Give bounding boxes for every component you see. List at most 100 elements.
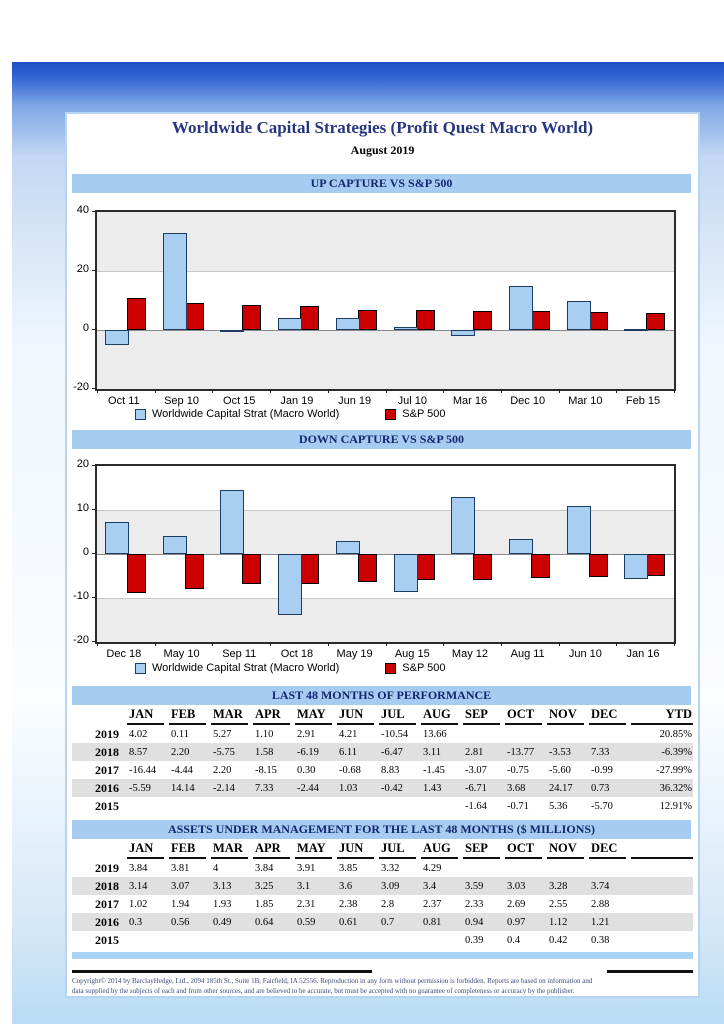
bar-sp500 bbox=[473, 310, 493, 330]
gridline bbox=[97, 271, 674, 272]
x-axis-tick bbox=[500, 389, 502, 393]
value-cell: 0.39 bbox=[465, 934, 484, 946]
value-cell: 3.32 bbox=[381, 862, 400, 874]
bar-sp500 bbox=[184, 302, 204, 330]
x-category-label: May 10 bbox=[163, 648, 200, 660]
value-cell: 0.73 bbox=[591, 782, 610, 794]
x-axis-tick bbox=[616, 642, 618, 646]
column-header: JAN bbox=[127, 841, 164, 859]
value-cell: -2.14 bbox=[213, 782, 235, 794]
x-axis-tick bbox=[674, 389, 675, 393]
column-header: MAY bbox=[295, 707, 332, 725]
value-cell: 2.55 bbox=[549, 898, 568, 910]
value-cell: -4.44 bbox=[171, 764, 193, 776]
copyright-line-1: Copyright© 2014 by BarclayHedge, Ltd., 2… bbox=[72, 977, 593, 985]
y-axis-tick bbox=[92, 211, 97, 212]
x-axis-tick bbox=[154, 642, 156, 646]
x-axis-tick bbox=[558, 642, 560, 646]
x-axis-tick bbox=[97, 642, 98, 646]
value-cell: 24.17 bbox=[549, 782, 573, 794]
table-row: 2019 3.84 3.81 4 3.84 3.91 3.85 3.32 4.29 bbox=[72, 859, 693, 877]
value-cell: 5.27 bbox=[213, 728, 232, 740]
plot-band bbox=[97, 330, 674, 389]
copyright-line-2: data supplied by the subjects of each an… bbox=[72, 987, 575, 995]
x-category-label: Mar 10 bbox=[568, 395, 603, 407]
y-axis-tick-label: 20 bbox=[76, 263, 89, 275]
bar-sp500 bbox=[357, 554, 377, 583]
section-banner-performance: LAST 48 MONTHS OF PERFORMANCE bbox=[72, 686, 691, 705]
y-axis-tick-label: 20 bbox=[76, 458, 89, 470]
value-cell: 14.14 bbox=[171, 782, 195, 794]
x-category-label: Aug 15 bbox=[394, 648, 430, 660]
value-cell: 2.81 bbox=[465, 746, 484, 758]
table-row: 2015 0.39 0.4 0.42 0.38 bbox=[72, 931, 693, 949]
value-cell: 2.37 bbox=[423, 898, 442, 910]
year-label: 2017 bbox=[95, 896, 119, 911]
value-cell: 2.38 bbox=[339, 898, 358, 910]
bar-fund bbox=[335, 317, 360, 330]
year-label: 2015 bbox=[95, 798, 119, 813]
bar-sp500 bbox=[530, 554, 550, 578]
x-category-label: Oct 11 bbox=[108, 395, 140, 407]
value-cell: 1.58 bbox=[255, 746, 274, 758]
up-capture-chart: 40 20 0 -20 Oct 11 Sep 10 Oct 15 Jan 19 Jun 19 Ju… bbox=[67, 204, 702, 410]
bar-sp500 bbox=[184, 554, 204, 590]
column-header: MAY bbox=[295, 841, 332, 859]
legend-label-sp500: S&P 500 bbox=[402, 408, 446, 420]
gridline bbox=[97, 598, 674, 599]
x-category-label: Jul 10 bbox=[397, 395, 427, 407]
x-axis-tick bbox=[212, 389, 214, 393]
column-header: DEC bbox=[589, 707, 626, 725]
x-category-label: Sep 10 bbox=[164, 395, 199, 407]
bar-sp500 bbox=[646, 313, 666, 330]
red-swatch-icon bbox=[385, 408, 397, 420]
value-cell: 0.59 bbox=[297, 916, 316, 928]
bar-fund bbox=[624, 554, 649, 579]
value-cell: -5.59 bbox=[129, 782, 151, 794]
y-axis-tick-label: -20 bbox=[73, 381, 89, 393]
bar-sp500 bbox=[357, 309, 377, 330]
bar-sp500 bbox=[300, 554, 320, 585]
value-cell: 2.69 bbox=[507, 898, 526, 910]
value-cell: 3.59 bbox=[465, 880, 484, 892]
value-cell: 3.74 bbox=[591, 880, 610, 892]
x-category-label: Sep 11 bbox=[222, 648, 257, 660]
value-cell: -0.75 bbox=[507, 764, 529, 776]
value-cell: 0.4 bbox=[507, 934, 521, 946]
x-axis-tick bbox=[270, 642, 272, 646]
y-axis-tick-label: -20 bbox=[73, 634, 89, 646]
value-cell: 3.84 bbox=[255, 862, 274, 874]
column-header: AUG bbox=[421, 707, 458, 725]
value-cell: 3.85 bbox=[339, 862, 358, 874]
value-cell: 3.09 bbox=[381, 880, 400, 892]
plot-area bbox=[95, 464, 676, 644]
value-cell: 3.68 bbox=[507, 782, 526, 794]
value-cell: 2.20 bbox=[171, 746, 190, 758]
value-cell: 3.28 bbox=[549, 880, 568, 892]
value-cell: 1.21 bbox=[591, 916, 610, 928]
bar-sp500 bbox=[473, 554, 493, 581]
y-axis-tick bbox=[92, 388, 97, 389]
value-cell: 0.11 bbox=[171, 728, 189, 740]
column-header: JUL bbox=[379, 841, 416, 859]
year-label: 2017 bbox=[95, 762, 119, 777]
bar-fund bbox=[451, 496, 476, 554]
bar-fund bbox=[278, 318, 303, 330]
bar-sp500 bbox=[415, 309, 435, 330]
bar-fund bbox=[451, 330, 476, 337]
value-cell: 13.66 bbox=[423, 728, 447, 740]
year-label: 2016 bbox=[95, 780, 119, 795]
year-label: 2018 bbox=[95, 878, 119, 893]
column-header: SEP bbox=[463, 707, 500, 725]
section-banner-down-capture: DOWN CAPTURE VS S&P 500 bbox=[72, 430, 691, 449]
report-page: Worldwide Capital Strategies (Profit Que… bbox=[65, 112, 700, 998]
x-category-label: Jan 16 bbox=[626, 648, 660, 660]
column-header: MAR bbox=[211, 707, 248, 725]
column-header: JUL bbox=[379, 707, 416, 725]
x-axis-tick bbox=[385, 642, 387, 646]
value-cell: -0.42 bbox=[381, 782, 403, 794]
value-cell: 3.14 bbox=[129, 880, 148, 892]
value-cell: 8.83 bbox=[381, 764, 400, 776]
bar-sp500 bbox=[415, 554, 435, 581]
ytd-value-cell: 12.91% bbox=[659, 800, 692, 812]
